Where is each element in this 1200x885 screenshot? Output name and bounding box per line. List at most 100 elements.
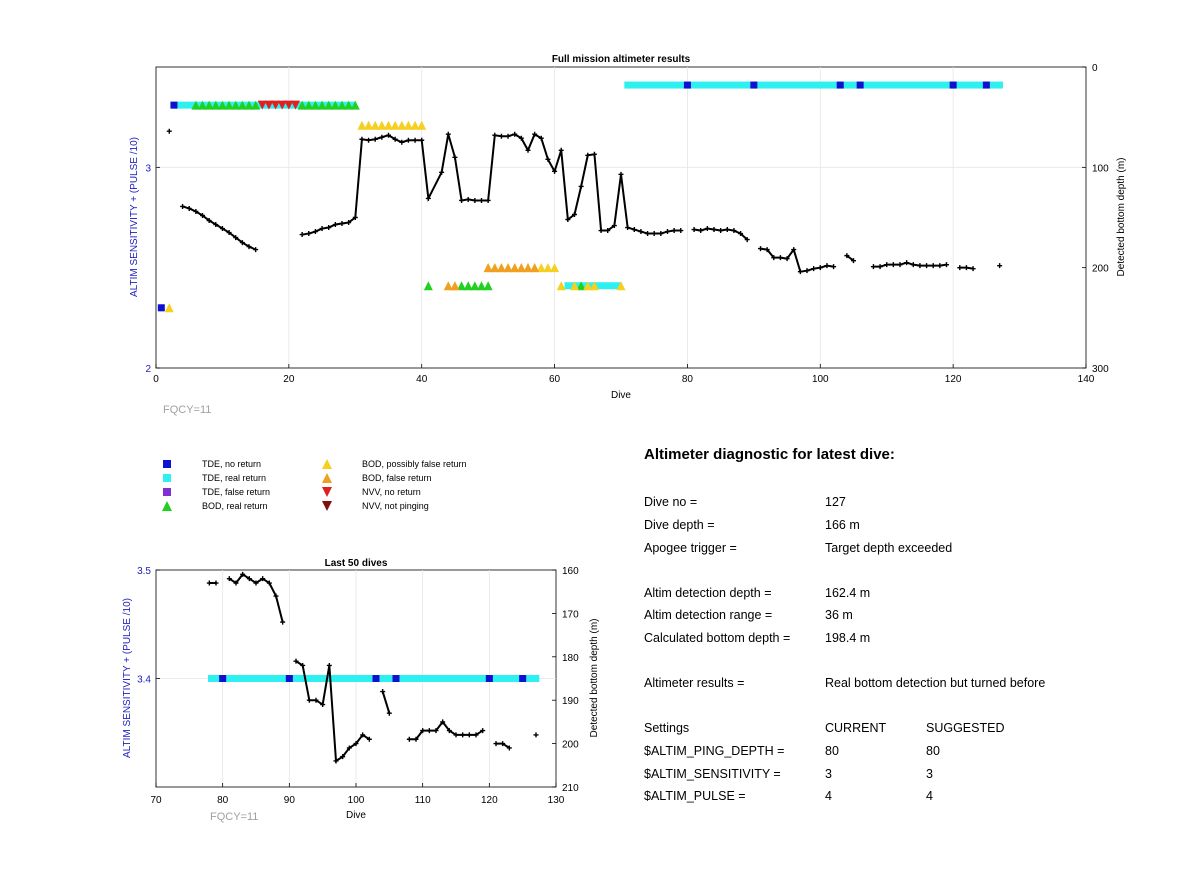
legend-label: BOD, real return <box>202 501 268 511</box>
dive-no-row: Dive no = 127 <box>644 495 846 509</box>
bod-false-return-marker <box>516 263 526 273</box>
bottom-depth-point <box>452 154 458 160</box>
bottom-depth-point <box>412 137 418 143</box>
bod-possibly-false-marker <box>410 120 420 130</box>
top-right-y-tick-label: 0 <box>1092 63 1098 74</box>
bod-real-return-marker <box>324 100 334 110</box>
top-right-y-tick-label: 200 <box>1092 264 1109 275</box>
bottom-depth-point <box>493 741 499 747</box>
bottom-depth-point <box>665 229 670 235</box>
bottom-depth-point <box>426 728 432 734</box>
bod-real-return-marker <box>191 100 201 110</box>
bottom-depth-point <box>817 265 823 271</box>
bottom-depth-point <box>532 131 538 137</box>
bod-possibly-false-marker <box>570 281 579 291</box>
bottom-depth-point <box>505 133 511 139</box>
bottom-x-tick-label: 120 <box>481 795 498 806</box>
bottom-depth-point <box>698 228 704 234</box>
bottom-depth-point <box>226 576 232 582</box>
bod-possibly-false-marker <box>164 303 174 313</box>
legend-triangle <box>322 487 332 497</box>
bottom-depth-point <box>605 228 611 234</box>
legend-triangle <box>162 501 172 511</box>
apogee-label: Apogee trigger = <box>644 541 737 555</box>
legend-square <box>163 488 171 496</box>
bottom-depth-line <box>295 660 370 763</box>
bod-false-return-marker <box>510 263 520 273</box>
bottom-depth-point <box>326 225 332 231</box>
bottom-depth-point <box>678 228 684 234</box>
bottom-depth-point <box>226 230 232 236</box>
bottom-depth-point <box>904 260 910 266</box>
calc-bottom-depth-label: Calculated bottom depth = <box>644 631 791 645</box>
bottom-depth-point <box>910 262 916 268</box>
bottom-x-tick-label: 70 <box>150 795 162 806</box>
purple-square-icon <box>160 486 174 498</box>
legend-square <box>163 474 171 482</box>
bottom-depth-point <box>930 263 936 269</box>
detection-range-row: Altim detection range = 36 m <box>644 608 853 622</box>
bottom-depth-point <box>890 262 896 268</box>
legend-label: BOD, false return <box>362 473 432 483</box>
nvv-no-return-marker <box>291 100 300 110</box>
legend-triangle <box>322 473 332 483</box>
tde-no-return-marker <box>285 675 293 682</box>
bottom-depth-point <box>500 741 506 747</box>
bod-real-return-marker <box>330 100 340 110</box>
bottom-depth-point <box>320 702 326 708</box>
tde-no-return-marker <box>372 675 380 682</box>
nvv-no-return-marker <box>277 100 287 110</box>
bottom-depth-point <box>598 228 604 234</box>
bottom-depth-point <box>366 137 372 143</box>
bottom-depth-point <box>963 265 969 271</box>
current-header: CURRENT <box>825 721 887 735</box>
bottom-depth-point <box>193 208 199 214</box>
bottom-depth-point <box>300 662 306 668</box>
bottom-depth-point <box>266 580 272 586</box>
bottom-depth-point <box>306 697 312 703</box>
bottom-depth-point <box>771 255 777 261</box>
settings-header-row: Settings CURRENT SUGGESTED <box>644 721 1005 735</box>
tde-no-return-marker <box>949 81 957 89</box>
bottom-depth-point <box>339 221 345 227</box>
bottom-depth-point <box>884 262 890 268</box>
settings-label: Settings <box>644 721 690 735</box>
bod-possibly-false-marker <box>417 120 427 130</box>
bottom-depth-point <box>246 244 252 250</box>
tde-no-return-marker <box>982 81 990 89</box>
bottom-depth-point <box>917 263 923 269</box>
diagnostic-title: Altimeter diagnostic for latest dive: <box>644 446 895 463</box>
red-down-triangle-icon <box>320 486 334 498</box>
bottom-depth-point <box>399 139 405 145</box>
dive-no-label: Dive no = <box>644 495 698 509</box>
cyan-square-icon <box>160 472 174 484</box>
bottom-depth-point <box>233 580 239 586</box>
bottom-depth-point <box>472 197 478 203</box>
bod-real-return-marker <box>344 100 354 110</box>
sensitivity-current: 3 <box>825 767 832 781</box>
bottom-right-y-tick-label: 180 <box>562 653 579 664</box>
bottom-depth-point <box>824 263 830 269</box>
bottom-depth-point <box>518 135 524 141</box>
bottom-depth-point <box>333 758 339 764</box>
bottom-depth-line <box>846 254 855 262</box>
top-right-y-tick-label: 100 <box>1092 163 1109 174</box>
bod-possibly-false-marker <box>364 120 374 130</box>
tde-no-return-marker <box>485 675 493 682</box>
bod-possibly-false-marker <box>550 263 560 273</box>
bottom-right-y-tick-label: 200 <box>562 740 579 751</box>
bottom-x-tick-label: 110 <box>415 795 431 806</box>
blue-square-icon <box>160 458 174 470</box>
bottom-depth-point <box>413 736 419 742</box>
bottom-depth-point <box>206 218 212 224</box>
bottom-depth-point <box>433 728 439 734</box>
bod-real-return-marker <box>244 100 254 110</box>
bottom-chart-title: Last 50 dives <box>325 558 388 569</box>
bottom-depth-point <box>506 745 512 751</box>
bottom-depth-point <box>326 662 332 668</box>
bottom-depth-point <box>784 256 790 262</box>
calc-bottom-depth-value: 198.4 m <box>825 631 871 645</box>
bottom-depth-point <box>538 135 544 141</box>
bottom-depth-point <box>332 222 338 228</box>
bottom-depth-point <box>392 136 398 142</box>
